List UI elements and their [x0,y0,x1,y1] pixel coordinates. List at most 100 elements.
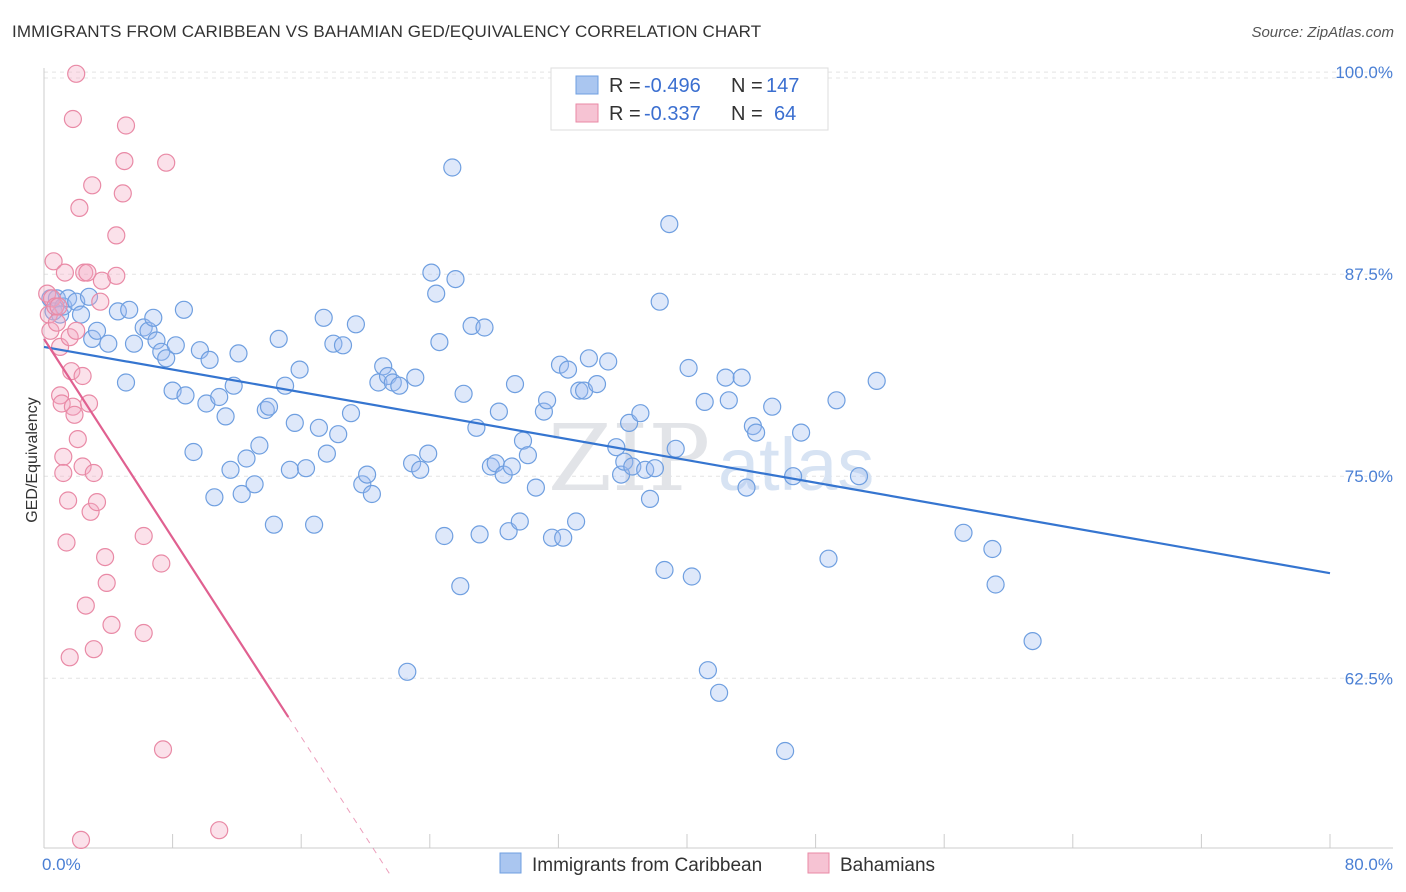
source-label: Source: ZipAtlas.com [1251,24,1394,41]
point-bahamians [97,573,116,593]
point-caribbean [422,263,441,282]
point-bahamians [113,184,132,203]
point-caribbean [454,384,473,403]
point-caribbean [645,459,665,478]
point-caribbean [470,525,489,544]
point-caribbean [314,308,333,327]
point-caribbean [475,318,494,337]
point-caribbean [290,360,309,379]
point-caribbean [406,368,425,387]
point-caribbean [358,465,377,484]
legend-n-value-1: 147 [766,75,799,97]
point-caribbean [374,357,393,376]
point-bahamians [152,554,171,573]
point-caribbean [489,402,508,421]
point-caribbean [775,741,795,761]
point-caribbean [566,512,586,531]
point-caribbean [660,215,679,234]
point-bahamians [83,176,102,195]
point-caribbean [666,439,685,458]
point-caribbean [285,413,304,432]
legend-r-value-1: -0.496 [644,75,701,97]
chart-title: IMMIGRANTS FROM CARIBBEAN VS BAHAMIAN GE… [12,22,762,41]
point-caribbean [108,302,128,321]
point-caribbean [99,334,118,353]
point-caribbean [763,397,782,416]
point-caribbean [200,350,219,369]
point-caribbean [390,376,409,395]
point-caribbean [333,336,353,355]
data-points [38,64,1042,850]
legend-r-label-1: R = [609,75,641,97]
point-bahamians [63,109,83,129]
point-bahamians [65,405,84,424]
point-caribbean [510,512,529,531]
trend-line-caribbean [43,345,1331,575]
point-caribbean [481,457,500,476]
bottom-legend: Immigrants from Caribbean Bahamians [499,852,935,876]
point-bahamians [55,263,75,282]
point-bahamians [44,252,63,271]
point-caribbean [237,449,256,468]
point-caribbean [737,478,756,497]
point-bahamians [52,394,71,413]
point-bahamians [153,740,173,759]
point-caribbean [250,436,269,455]
point-bahamians [68,430,87,449]
legend-n-label-1: N = [731,75,763,97]
point-caribbean [435,526,454,546]
point-caribbean [256,400,275,420]
point-caribbean [954,523,973,542]
point-bahamians [57,533,76,552]
point-caribbean [716,368,735,387]
point-caribbean [166,336,185,355]
point-caribbean [983,539,1002,559]
point-caribbean [534,402,554,421]
point-caribbean [867,371,886,390]
point-caribbean [446,270,465,289]
x-tick-label-left: 0.0% [42,855,81,874]
point-caribbean [346,315,365,334]
point-caribbean [317,444,336,463]
point-caribbean [276,376,295,395]
point-bahamians [107,226,126,245]
point-bahamians [60,328,79,347]
point-caribbean [259,397,279,416]
y-axis-title: GED/Equivalency [24,397,41,522]
point-caribbean [791,423,811,442]
point-caribbean [746,423,766,442]
legend-n-value-2: 64 [774,103,796,125]
point-caribbean [174,300,193,319]
point-bahamians [134,623,153,643]
point-bahamians [84,463,103,483]
y-tick-label: 87.5% [1345,265,1393,284]
point-bahamians [84,640,103,659]
x-tick-label-right: 80.0% [1345,855,1393,874]
point-bahamians [67,64,86,83]
point-caribbean [732,368,751,387]
point-caribbean [309,418,328,437]
point-bahamians [60,648,79,667]
point-bahamians [70,198,89,217]
point-caribbean [1023,631,1042,651]
point-caribbean [537,391,557,410]
point-caribbean [411,460,430,479]
point-caribbean [554,528,573,547]
point-bahamians [47,313,67,332]
point-caribbean [305,515,324,534]
point-caribbean [579,349,599,368]
point-caribbean [526,478,546,497]
legend-r-label-2: R = [609,103,641,125]
point-bahamians [87,493,107,512]
bottom-legend-swatch-bahamians [807,852,830,874]
point-caribbean [849,467,869,486]
legend-swatch-bahamians [575,103,599,123]
point-bahamians [116,116,136,135]
legend-n-label-2: N = [731,103,763,125]
point-caribbean [558,360,578,379]
point-caribbean [71,305,91,324]
point-caribbean [427,284,446,303]
point-caribbean [269,329,288,348]
point-caribbean [570,381,589,400]
